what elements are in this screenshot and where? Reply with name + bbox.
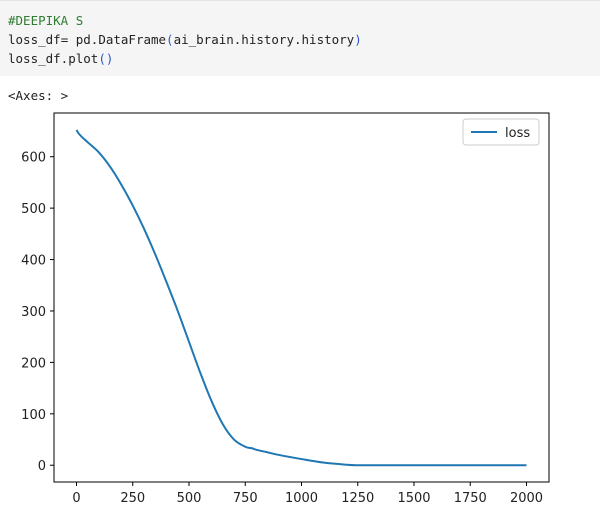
- code-cell[interactable]: #DEEPIKA S loss_df= pd.DataFrame(ai_brai…: [0, 0, 600, 76]
- x-tick-label: 2000: [510, 491, 543, 506]
- legend: loss: [462, 118, 540, 146]
- code-paren-close: ): [354, 32, 362, 47]
- x-tick-label: 750: [233, 491, 258, 506]
- axes-frame: [53, 112, 550, 483]
- y-tick-label: 500: [21, 202, 46, 217]
- x-tick-label: 500: [177, 491, 202, 506]
- y-tick-label: 600: [21, 151, 46, 166]
- y-tick-label: 300: [21, 305, 46, 320]
- y-tick-label: 400: [21, 254, 46, 269]
- x-tick-label: 0: [72, 491, 80, 506]
- y-axis-ticks: 0 100 200 300 400 500 600: [21, 151, 54, 474]
- x-tick-label: 1500: [397, 491, 430, 506]
- legend-box: [462, 118, 540, 146]
- legend-label-loss: loss: [505, 126, 530, 141]
- output-repr: <Axes: >: [8, 88, 69, 103]
- x-axis-ticks: 0 250 500 750 1000 1250 1500 1750 2000: [72, 482, 543, 506]
- x-tick-label: 1750: [454, 491, 487, 506]
- code-paren-open: (: [166, 32, 174, 47]
- code-plot-call: (): [98, 51, 114, 66]
- y-tick-label: 200: [21, 356, 46, 371]
- code-line-plot: loss_df.plot(): [8, 50, 113, 68]
- y-tick-label: 100: [21, 408, 46, 423]
- x-tick-label: 1250: [341, 491, 374, 506]
- x-tick-label: 1000: [285, 491, 318, 506]
- code-comment-line: #DEEPIKA S: [8, 13, 84, 28]
- y-tick-label: 0: [38, 459, 46, 474]
- x-tick-label: 250: [120, 491, 145, 506]
- code-plot-obj: loss_df.plot: [8, 51, 99, 66]
- code-eq: = pd.DataFrame: [60, 32, 167, 47]
- series-line-loss: [75, 129, 527, 467]
- code-var: loss_df: [8, 32, 61, 47]
- code-line-dataframe: loss_df= pd.DataFrame(ai_brain.history.h…: [8, 31, 362, 49]
- code-arg: ai_brain.history.history: [173, 32, 355, 47]
